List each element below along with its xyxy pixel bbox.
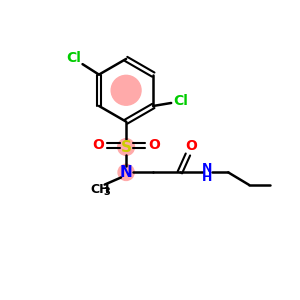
Text: O: O: [92, 138, 104, 152]
Text: Cl: Cl: [173, 94, 188, 109]
Text: N: N: [120, 165, 133, 180]
Text: N: N: [202, 162, 212, 175]
Circle shape: [111, 75, 141, 105]
Text: 3: 3: [103, 188, 110, 197]
Text: Cl: Cl: [67, 51, 82, 64]
Text: H: H: [202, 171, 212, 184]
Text: O: O: [185, 139, 197, 152]
Circle shape: [118, 139, 134, 155]
Text: S: S: [121, 140, 132, 154]
Circle shape: [118, 164, 134, 181]
Text: O: O: [148, 138, 160, 152]
Text: CH: CH: [90, 183, 110, 196]
